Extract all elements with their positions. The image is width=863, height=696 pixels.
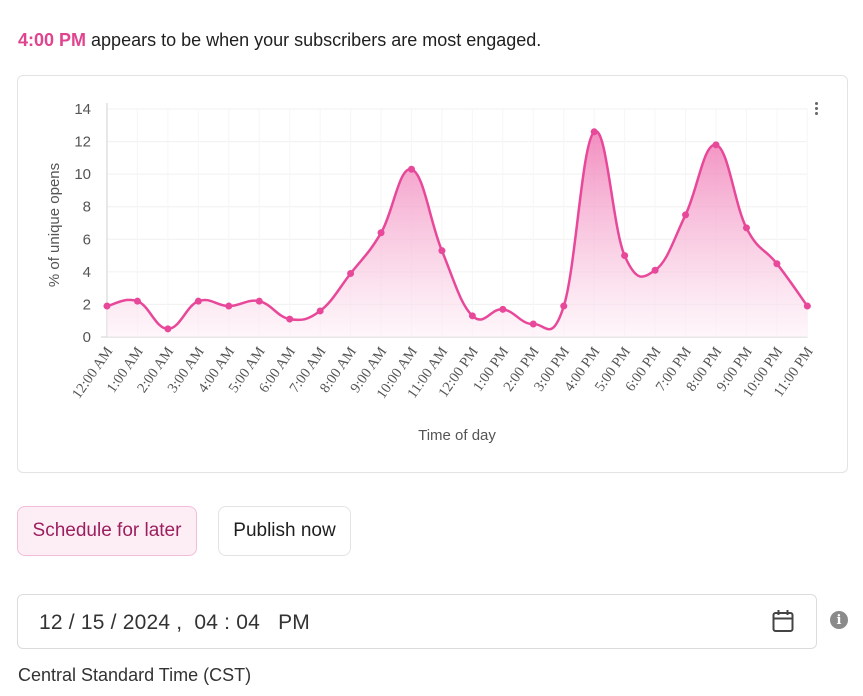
x-tick-label: 12:00 AM xyxy=(69,344,116,402)
data-point-0 xyxy=(103,302,111,310)
data-point-6 xyxy=(286,315,294,323)
data-point-13 xyxy=(499,305,507,313)
y-axis-label: % of unique opens xyxy=(46,163,63,287)
data-point-17 xyxy=(621,252,629,260)
data-point-5 xyxy=(255,297,263,305)
data-point-15 xyxy=(560,302,568,310)
datetime-input[interactable]: 12 / 15 / 2024 , 04 : 04 PM xyxy=(17,594,817,649)
info-icon[interactable]: i xyxy=(830,611,848,629)
data-point-23 xyxy=(803,302,811,310)
data-point-19 xyxy=(682,211,690,219)
data-point-7 xyxy=(316,307,324,315)
y-tick-label: 12 xyxy=(74,134,91,151)
headline-text: appears to be when your subscribers are … xyxy=(86,30,542,50)
data-point-16 xyxy=(590,128,598,136)
data-point-10 xyxy=(408,165,415,173)
data-point-20 xyxy=(712,141,720,149)
data-point-9 xyxy=(377,229,385,237)
x-axis-label: Time of day xyxy=(418,427,496,444)
datetime-value[interactable]: 12 / 15 / 2024 , 04 : 04 PM xyxy=(39,611,311,634)
data-point-3 xyxy=(194,297,202,305)
series-area xyxy=(107,131,808,337)
timezone-label: Central Standard Time (CST) xyxy=(18,665,252,685)
data-point-2 xyxy=(164,325,172,333)
data-point-18 xyxy=(651,266,659,274)
data-point-21 xyxy=(742,224,750,232)
data-point-11 xyxy=(438,247,446,255)
data-point-1 xyxy=(133,297,141,305)
y-tick-label: 8 xyxy=(83,199,91,216)
y-tick-label: 2 xyxy=(83,296,91,313)
data-point-8 xyxy=(347,269,355,277)
y-tick-label: 10 xyxy=(74,166,91,183)
schedule-for-later-button[interactable]: Schedule for later xyxy=(17,506,197,556)
kebab-menu-icon[interactable] xyxy=(808,102,824,122)
data-point-4 xyxy=(225,302,233,310)
engagement-chart-card: 0 2 4 6 8 10 12 14 12:00 AM 1:00 AM 2:00 AM 3:00 AM… xyxy=(17,75,848,473)
y-tick-label: 4 xyxy=(83,264,91,281)
data-point-14 xyxy=(529,320,537,328)
y-tick-label: 14 xyxy=(74,101,91,118)
y-tick-label: 0 xyxy=(83,329,91,346)
data-point-22 xyxy=(773,260,781,268)
calendar-icon[interactable] xyxy=(772,609,794,633)
data-point-12 xyxy=(468,312,476,320)
y-tick-label: 6 xyxy=(83,231,91,248)
peak-time: 4:00 PM xyxy=(18,30,87,50)
publish-now-button[interactable]: Publish now xyxy=(218,506,351,556)
engagement-headline: 4:00 PM appears to be when your subscrib… xyxy=(18,30,541,51)
